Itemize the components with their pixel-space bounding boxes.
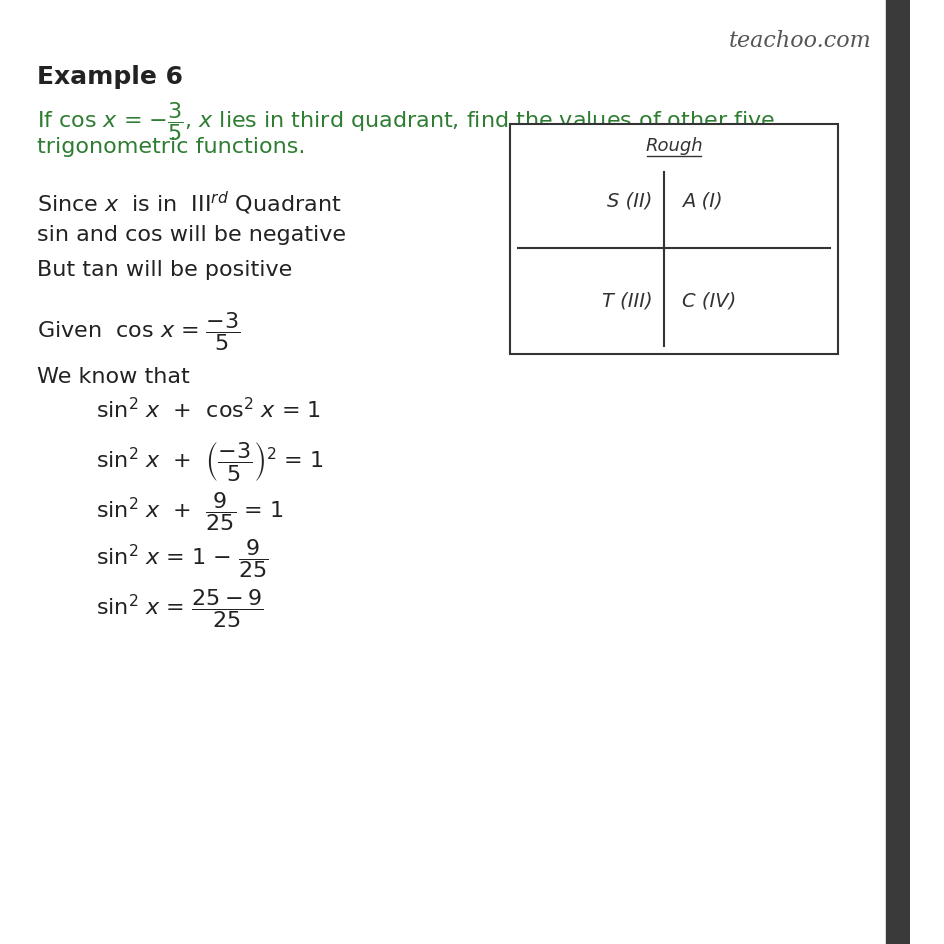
Text: Given  cos $x$ = $\dfrac{-3}{5}$: Given cos $x$ = $\dfrac{-3}{5}$: [37, 310, 240, 352]
Text: sin$^2$ $x$  +  cos$^2$ $x$ = 1: sin$^2$ $x$ + cos$^2$ $x$ = 1: [96, 396, 321, 422]
Text: sin$^2$ $x$ = $\dfrac{25 - 9}{25}$: sin$^2$ $x$ = $\dfrac{25 - 9}{25}$: [96, 586, 263, 630]
Text: Example 6: Example 6: [37, 65, 182, 89]
Text: S (II): S (II): [607, 192, 652, 211]
Text: sin and cos will be negative: sin and cos will be negative: [37, 225, 346, 244]
Text: We know that: We know that: [37, 366, 189, 387]
Text: But tan will be positive: But tan will be positive: [37, 260, 292, 279]
Text: A (I): A (I): [681, 192, 721, 211]
Text: sin$^2$ $x$  +  $\left(\dfrac{-3}{5}\right)^{2}$ = 1: sin$^2$ $x$ + $\left(\dfrac{-3}{5}\right…: [96, 440, 324, 482]
Text: teachoo.com: teachoo.com: [728, 30, 870, 52]
Text: T (III): T (III): [601, 292, 652, 311]
Bar: [510, 125, 837, 355]
Text: sin$^2$ $x$ = 1 $-$ $\dfrac{9}{25}$: sin$^2$ $x$ = 1 $-$ $\dfrac{9}{25}$: [96, 536, 269, 580]
Text: If cos $x$ = $-\dfrac{3}{5}$, $x$ lies in third quadrant, find the values of oth: If cos $x$ = $-\dfrac{3}{5}$, $x$ lies i…: [37, 100, 774, 143]
Text: trigonometric functions.: trigonometric functions.: [37, 137, 305, 157]
Text: Rough: Rough: [645, 137, 702, 155]
Text: C (IV): C (IV): [681, 292, 735, 311]
Text: Since $x$  is in  III$^{rd}$ Quadrant: Since $x$ is in III$^{rd}$ Quadrant: [37, 190, 341, 217]
Bar: [885, 0, 909, 944]
Text: sin$^2$ $x$  +  $\dfrac{9}{25}$ = 1: sin$^2$ $x$ + $\dfrac{9}{25}$ = 1: [96, 490, 284, 532]
